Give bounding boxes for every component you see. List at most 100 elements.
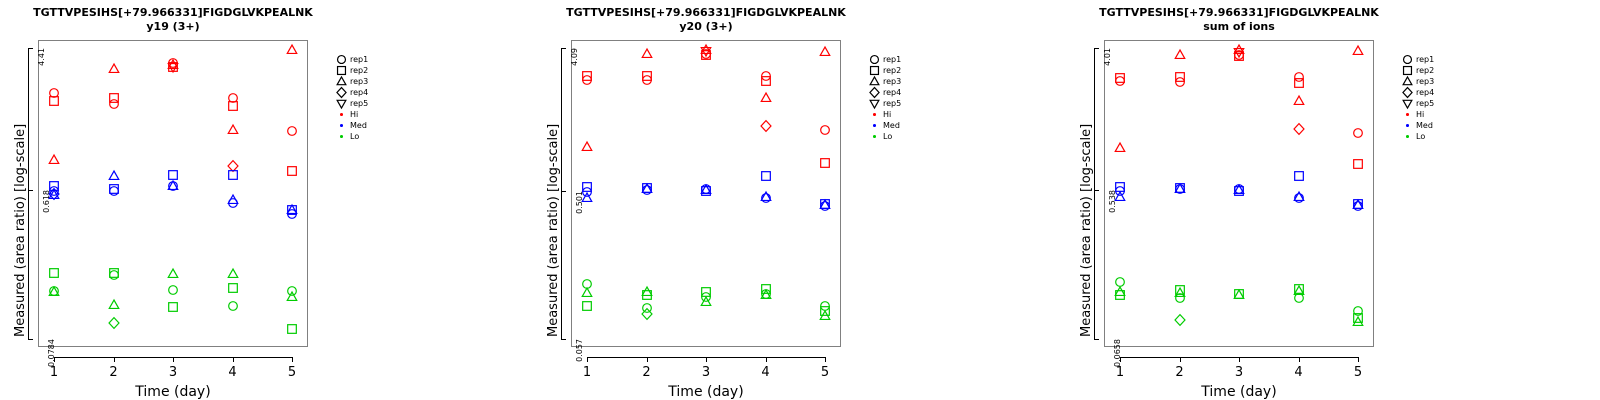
x-tick-label: 1 xyxy=(49,365,59,380)
legend-label: Hi xyxy=(883,110,892,119)
chart-panel-3: TGTTVPESIHS[+79.966331]FIGDGLVKPEALNK sum… xyxy=(1066,0,1599,400)
legend-label: rep2 xyxy=(350,66,369,75)
panel-subtitle: y20 (3+) xyxy=(679,20,733,33)
y-tick-mark xyxy=(1094,48,1099,49)
legend-label: rep5 xyxy=(1416,99,1435,108)
y-axis-title: Measured (area ratio) [log-scale] xyxy=(13,123,28,337)
legend-marker-circle-icon xyxy=(869,54,881,65)
legend-marker-dot-icon xyxy=(1402,131,1414,142)
y-tick-label: 0.0658 xyxy=(1113,339,1122,367)
x-tick-mark xyxy=(292,357,293,362)
legend-marker-triangle-up-icon xyxy=(869,75,881,87)
x-tick-label: 2 xyxy=(109,365,118,380)
x-tick-label: 4 xyxy=(228,365,237,380)
legend-marker-circle-icon xyxy=(336,54,348,65)
legend-marker-triangle-down-icon xyxy=(1402,98,1414,110)
y-tick-label: 0.618 xyxy=(41,189,51,213)
legend-marker-dot-icon xyxy=(869,131,881,142)
chart-panel-1: TGTTVPESIHS[+79.966331]FIGDGLVKPEALNK y19… xyxy=(0,0,533,400)
legend-label: rep2 xyxy=(883,66,902,75)
legend-marker-diamond-icon xyxy=(869,86,881,99)
legend-marker-square-icon xyxy=(869,65,881,76)
legend-label: rep1 xyxy=(350,55,369,64)
y-tick-mark xyxy=(1094,190,1099,191)
x-axis-title: Time (day) xyxy=(668,384,744,400)
legend-marker-triangle-down-icon xyxy=(869,98,881,110)
x-tick-mark xyxy=(233,357,234,362)
legend-label: rep3 xyxy=(350,77,369,86)
y-axis-line xyxy=(28,48,29,339)
chart-panel-2: TGTTVPESIHS[+79.966331]FIGDGLVKPEALNK y20… xyxy=(533,0,1066,400)
y-tick-mark xyxy=(28,48,33,49)
y-axis-title: Measured (area ratio) [log-scale] xyxy=(1079,123,1094,337)
x-tick-mark xyxy=(1180,357,1181,362)
legend-marker-dot-icon xyxy=(1402,120,1414,131)
legend-label: Lo xyxy=(883,132,893,141)
legend-label: rep1 xyxy=(1416,55,1435,64)
legend-label: rep4 xyxy=(350,88,369,97)
y-tick-label: 4.41 xyxy=(36,48,46,66)
x-tick-mark xyxy=(647,357,648,362)
legend-label: rep2 xyxy=(1416,66,1435,75)
x-tick-mark xyxy=(54,357,55,362)
x-tick-label: 4 xyxy=(761,365,770,380)
y-tick-mark xyxy=(561,48,566,49)
legend-label: Med xyxy=(1416,121,1433,130)
x-tick-label: 3 xyxy=(168,365,178,380)
legend-label: Med xyxy=(883,121,900,130)
y-tick-label: 0.538 xyxy=(1107,190,1117,214)
y-tick-label: 0.057 xyxy=(574,339,584,362)
y-tick-mark xyxy=(561,339,566,340)
y-tick-mark xyxy=(28,190,33,191)
plot-area xyxy=(38,40,308,347)
x-tick-mark xyxy=(766,357,767,362)
legend-marker-dot-icon xyxy=(336,120,348,131)
panel-title: TGTTVPESIHS[+79.966331]FIGDGLVKPEALNK xyxy=(1099,6,1379,19)
y-tick-label: 4.01 xyxy=(1102,48,1112,66)
y-tick-mark xyxy=(28,339,33,340)
legend-marker-square-icon xyxy=(336,65,348,76)
panel-title: TGTTVPESIHS[+79.966331]FIGDGLVKPEALNK xyxy=(33,6,313,19)
y-axis-title: Measured (area ratio) [log-scale] xyxy=(546,123,561,337)
y-axis-line xyxy=(1094,48,1095,339)
panel-subtitle: y19 (3+) xyxy=(146,20,200,33)
x-axis-title: Time (day) xyxy=(135,384,211,400)
legend-marker-diamond-icon xyxy=(1402,86,1414,99)
x-tick-label: 3 xyxy=(701,365,711,380)
x-tick-mark xyxy=(1299,357,1300,362)
plot-area xyxy=(1104,40,1374,347)
x-tick-label: 1 xyxy=(582,365,592,380)
x-tick-mark xyxy=(173,357,174,362)
legend-label: rep5 xyxy=(350,99,369,108)
x-tick-label: 5 xyxy=(287,365,297,380)
y-tick-label: 4.09 xyxy=(569,48,579,66)
legend-label: rep3 xyxy=(883,77,902,86)
x-tick-mark xyxy=(1239,357,1240,362)
legend-marker-dot-icon xyxy=(869,109,881,120)
panel-subtitle: sum of ions xyxy=(1203,20,1275,33)
y-tick-label: 0.0784 xyxy=(47,339,56,367)
x-tick-label: 2 xyxy=(1175,365,1184,380)
x-tick-mark xyxy=(114,357,115,362)
panel-title: TGTTVPESIHS[+79.966331]FIGDGLVKPEALNK xyxy=(566,6,846,19)
x-tick-mark xyxy=(825,357,826,362)
y-tick-mark xyxy=(1094,339,1099,340)
plot-area xyxy=(571,40,841,347)
x-tick-label: 1 xyxy=(1115,365,1125,380)
legend-marker-square-icon xyxy=(1402,65,1414,76)
y-axis-line xyxy=(561,48,562,339)
x-tick-mark xyxy=(706,357,707,362)
legend-label: rep4 xyxy=(1416,88,1435,97)
x-tick-label: 4 xyxy=(1294,365,1303,380)
legend-marker-triangle-up-icon xyxy=(336,75,348,87)
legend-label: Lo xyxy=(350,132,360,141)
legend-marker-dot-icon xyxy=(869,120,881,131)
legend-marker-dot-icon xyxy=(1402,109,1414,120)
legend-label: rep3 xyxy=(1416,77,1435,86)
legend-marker-dot-icon xyxy=(336,109,348,120)
x-tick-mark xyxy=(1358,357,1359,362)
legend-label: Med xyxy=(350,121,367,130)
y-tick-mark xyxy=(561,191,566,192)
x-tick-mark xyxy=(587,357,588,362)
